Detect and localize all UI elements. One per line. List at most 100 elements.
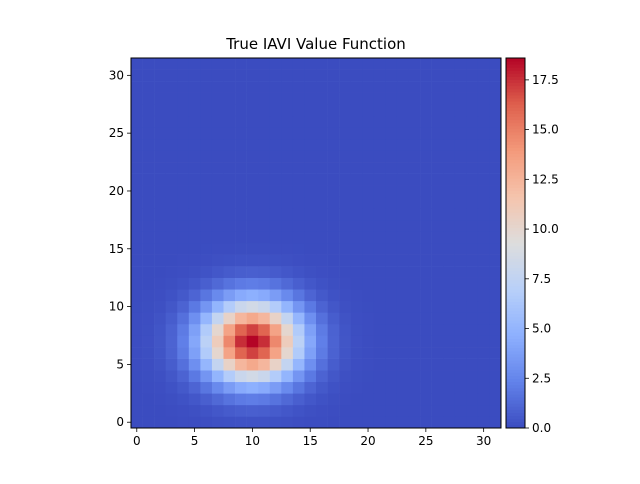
heatmap-cell <box>223 69 236 82</box>
colorbar-segment <box>506 286 525 290</box>
colorbar-segment <box>506 406 525 410</box>
heatmap-cell <box>327 370 340 383</box>
heatmap-cell <box>350 69 363 82</box>
heatmap-cell <box>304 370 317 383</box>
heatmap-cell <box>454 92 467 105</box>
heatmap-cell <box>466 173 479 186</box>
heatmap-cell <box>420 150 432 163</box>
heatmap-cell <box>304 289 317 302</box>
heatmap-cell <box>200 323 213 336</box>
heatmap-cell <box>443 69 456 82</box>
heatmap-cell <box>258 69 271 82</box>
heatmap-cell <box>454 138 467 151</box>
heatmap-cell <box>316 115 328 128</box>
heatmap-cell <box>431 243 444 255</box>
heatmap-cell <box>154 254 166 267</box>
heatmap-cell <box>431 381 444 394</box>
heatmap-cell <box>154 150 166 163</box>
heatmap-cell <box>350 323 363 336</box>
heatmap-cell <box>339 416 351 429</box>
heatmap-cell <box>339 312 351 325</box>
heatmap-cell <box>443 323 456 336</box>
heatmap-cell <box>200 277 213 290</box>
heatmap-cell <box>235 127 247 140</box>
heatmap-cell <box>420 277 432 290</box>
heatmap-cell <box>454 335 467 348</box>
heatmap-cell <box>489 115 502 128</box>
heatmap-cell <box>235 185 247 198</box>
heatmap-cell <box>165 370 178 383</box>
heatmap-cell <box>165 335 178 348</box>
heatmap-cell <box>142 358 155 371</box>
heatmap-cell <box>316 335 328 348</box>
heatmap-cell <box>200 81 213 93</box>
heatmap-cell <box>269 416 282 429</box>
heatmap-cell <box>304 300 317 313</box>
heatmap-cell <box>443 58 456 70</box>
colorbar-segment <box>506 363 525 367</box>
heatmap-cell <box>454 196 467 209</box>
heatmap-cell <box>466 243 479 255</box>
heatmap-cell <box>396 173 409 186</box>
heatmap-cell <box>269 208 282 221</box>
heatmap-cell <box>292 381 305 394</box>
heatmap-cell <box>258 208 271 221</box>
colorbar-segment <box>506 233 525 238</box>
heatmap-cell <box>246 300 259 313</box>
heatmap-cell <box>223 277 236 290</box>
heatmap-cell <box>177 300 190 313</box>
heatmap-cell <box>177 231 190 244</box>
heatmap-cell <box>211 323 224 336</box>
heatmap-cell <box>489 277 502 290</box>
heatmap-cell <box>188 404 201 417</box>
heatmap-cell <box>385 370 398 383</box>
heatmap-cell <box>177 323 190 336</box>
colorbar-segment <box>506 252 525 256</box>
heatmap-cell <box>477 370 490 383</box>
heatmap-cell <box>246 173 259 186</box>
heatmap-cell <box>489 81 502 93</box>
heatmap-cell <box>316 323 328 336</box>
heatmap-cell <box>420 358 432 371</box>
heatmap-cell <box>327 92 340 105</box>
heatmap-cell <box>385 347 398 359</box>
heatmap-cell <box>304 81 317 93</box>
heatmap-cell <box>420 185 432 198</box>
heatmap-cell <box>223 104 236 117</box>
heatmap-cell <box>223 347 236 359</box>
heatmap-cell <box>327 219 340 232</box>
heatmap-cell <box>385 92 398 105</box>
heatmap-cell <box>489 162 502 174</box>
heatmap-cell <box>200 335 213 348</box>
heatmap-cell <box>431 404 444 417</box>
heatmap-cell <box>131 243 143 255</box>
colorbar-segment <box>506 378 525 383</box>
colorbar-segment <box>506 295 525 299</box>
heatmap-cell <box>396 404 409 417</box>
heatmap-cell <box>223 81 236 93</box>
heatmap-cell <box>246 289 259 302</box>
colorbar-segment <box>506 415 525 420</box>
heatmap-cell <box>373 219 386 232</box>
heatmap-cell <box>292 370 305 383</box>
heatmap-cell <box>477 393 490 406</box>
heatmap-cell <box>420 196 432 209</box>
heatmap-cell <box>316 289 328 302</box>
heatmap-cell <box>223 289 236 302</box>
colorbar-segment <box>506 162 525 167</box>
heatmap-cell <box>454 323 467 336</box>
heatmap-cell <box>466 81 479 93</box>
heatmap-cell <box>235 393 247 406</box>
heatmap-cell <box>385 393 398 406</box>
heatmap-cell <box>477 173 490 186</box>
heatmap-cell <box>408 300 421 313</box>
heatmap-cell <box>385 289 398 302</box>
heatmap-cell <box>362 381 375 394</box>
heatmap-cell <box>385 115 398 128</box>
heatmap-cell <box>316 138 328 151</box>
heatmap-cell <box>431 266 444 278</box>
heatmap-cell <box>188 173 201 186</box>
heatmap-cell <box>281 231 294 244</box>
heatmap-cell <box>304 219 317 232</box>
